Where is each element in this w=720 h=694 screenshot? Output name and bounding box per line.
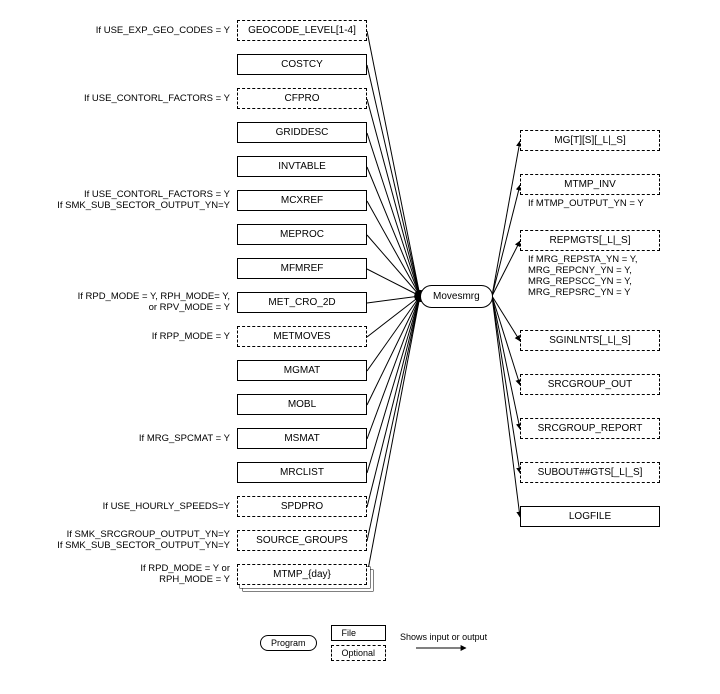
- input-box: MGMAT: [237, 360, 367, 381]
- output-condition: If MRG_REPSTA_YN = Y,MRG_REPCNY_YN = Y,M…: [528, 254, 638, 298]
- input-box: MSMAT: [237, 428, 367, 449]
- input-condition: If USE_CONTORL_FACTORS = YIf SMK_SUB_SEC…: [57, 189, 230, 211]
- input-box: MFMREF: [237, 258, 367, 279]
- output-box: MG[T][S][_L|_S]: [520, 130, 660, 151]
- legend-file: File: [331, 625, 387, 641]
- input-condition: If SMK_SRCGROUP_OUTPUT_YN=YIf SMK_SUB_SE…: [57, 529, 230, 551]
- output-box: LOGFILE: [520, 506, 660, 527]
- input-box: COSTCY: [237, 54, 367, 75]
- output-box: MTMP_INV: [520, 174, 660, 195]
- output-box: SGINLNTS[_L|_S]: [520, 330, 660, 351]
- input-condition: If RPD_MODE = Y orRPH_MODE = Y: [140, 563, 230, 585]
- input-condition: If MRG_SPCMAT = Y: [139, 433, 230, 444]
- input-box: CFPRO: [237, 88, 367, 109]
- input-box: MRCLIST: [237, 462, 367, 483]
- input-box: MTMP_{day}: [237, 564, 367, 585]
- input-box: MET_CRO_2D: [237, 292, 367, 313]
- input-condition: If RPD_MODE = Y, RPH_MODE= Y,or RPV_MODE…: [78, 291, 230, 313]
- output-box: SRCGROUP_REPORT: [520, 418, 660, 439]
- input-box: SPDPRO: [237, 496, 367, 517]
- input-box: MOBL: [237, 394, 367, 415]
- input-box: GRIDDESC: [237, 122, 367, 143]
- output-box: SUBOUT##GTS[_L|_S]: [520, 462, 660, 483]
- input-condition: If USE_HOURLY_SPEEDS=Y: [103, 501, 230, 512]
- input-box: INVTABLE: [237, 156, 367, 177]
- input-box: SOURCE_GROUPS: [237, 530, 367, 551]
- legend-program: Program: [260, 635, 317, 651]
- input-condition: If USE_EXP_GEO_CODES = Y: [96, 25, 230, 36]
- input-box: MCXREF: [237, 190, 367, 211]
- output-condition: If MTMP_OUTPUT_YN = Y: [528, 198, 644, 209]
- input-condition: If USE_CONTORL_FACTORS = Y: [84, 93, 230, 104]
- output-box: SRCGROUP_OUT: [520, 374, 660, 395]
- input-condition: If RPP_MODE = Y: [152, 331, 230, 342]
- input-box: MEPROC: [237, 224, 367, 245]
- legend-optional: Optional: [331, 645, 387, 661]
- legend: Program File Optional Shows input or out…: [260, 625, 487, 661]
- legend-inout-label: Shows input or output: [400, 632, 487, 642]
- output-box: REPMGTS[_L|_S]: [520, 230, 660, 251]
- input-box: METMOVES: [237, 326, 367, 347]
- input-box: GEOCODE_LEVEL[1-4]: [237, 20, 367, 41]
- legend-arrow-icon: [414, 642, 474, 654]
- program-node: Movesmrg: [420, 285, 493, 308]
